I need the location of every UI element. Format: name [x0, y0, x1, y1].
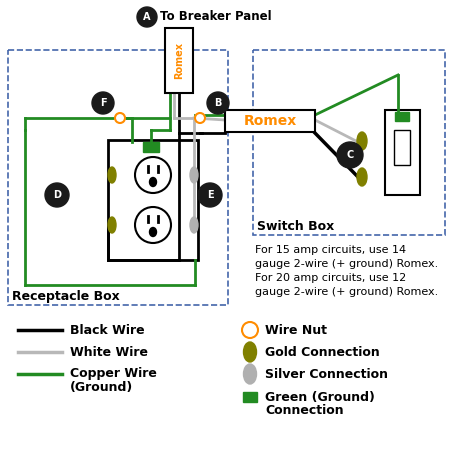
- Text: D: D: [53, 190, 61, 200]
- Ellipse shape: [108, 167, 116, 183]
- Ellipse shape: [357, 168, 367, 186]
- Bar: [243, 392, 257, 402]
- Text: F: F: [100, 98, 106, 108]
- Text: A: A: [143, 12, 151, 22]
- Circle shape: [115, 113, 125, 123]
- Text: (Ground): (Ground): [70, 380, 133, 394]
- Text: Wire Nut: Wire Nut: [265, 324, 327, 337]
- Text: E: E: [207, 190, 213, 200]
- Bar: [165, 28, 193, 93]
- Circle shape: [137, 7, 157, 27]
- Bar: [108, 140, 198, 260]
- Text: Switch Box: Switch Box: [257, 220, 334, 233]
- Bar: [395, 112, 409, 121]
- Text: Green (Ground): Green (Ground): [265, 390, 375, 404]
- Ellipse shape: [190, 217, 198, 233]
- Circle shape: [45, 183, 69, 207]
- Text: To Breaker Panel: To Breaker Panel: [160, 10, 272, 24]
- Text: C: C: [346, 150, 354, 160]
- Ellipse shape: [108, 217, 116, 233]
- Circle shape: [92, 92, 114, 114]
- Bar: [225, 110, 315, 132]
- Bar: [143, 142, 159, 152]
- Circle shape: [198, 183, 222, 207]
- Text: White Wire: White Wire: [70, 345, 148, 359]
- Bar: [253, 50, 445, 235]
- Circle shape: [337, 142, 363, 168]
- Text: Romex: Romex: [174, 42, 184, 79]
- Text: Receptacle Box: Receptacle Box: [12, 290, 120, 303]
- Ellipse shape: [149, 177, 157, 187]
- Text: For 15 amp circuits, use 14
gauge 2-wire (+ ground) Romex.
For 20 amp circuits, : For 15 amp circuits, use 14 gauge 2-wire…: [255, 245, 438, 297]
- Ellipse shape: [190, 167, 198, 183]
- Bar: [385, 110, 420, 195]
- Circle shape: [135, 157, 171, 193]
- Text: Romex: Romex: [243, 114, 297, 128]
- Ellipse shape: [149, 228, 157, 237]
- Circle shape: [207, 92, 229, 114]
- Ellipse shape: [244, 342, 256, 362]
- Bar: [394, 130, 410, 165]
- Circle shape: [195, 113, 205, 123]
- Circle shape: [242, 322, 258, 338]
- Text: B: B: [214, 98, 222, 108]
- Text: Gold Connection: Gold Connection: [265, 345, 380, 359]
- Text: Silver Connection: Silver Connection: [265, 368, 388, 380]
- Text: Copper Wire: Copper Wire: [70, 368, 157, 380]
- Text: Connection: Connection: [265, 404, 344, 416]
- Circle shape: [135, 207, 171, 243]
- Text: Black Wire: Black Wire: [70, 324, 145, 337]
- Ellipse shape: [357, 132, 367, 150]
- Bar: [8, 50, 228, 305]
- Ellipse shape: [244, 364, 256, 384]
